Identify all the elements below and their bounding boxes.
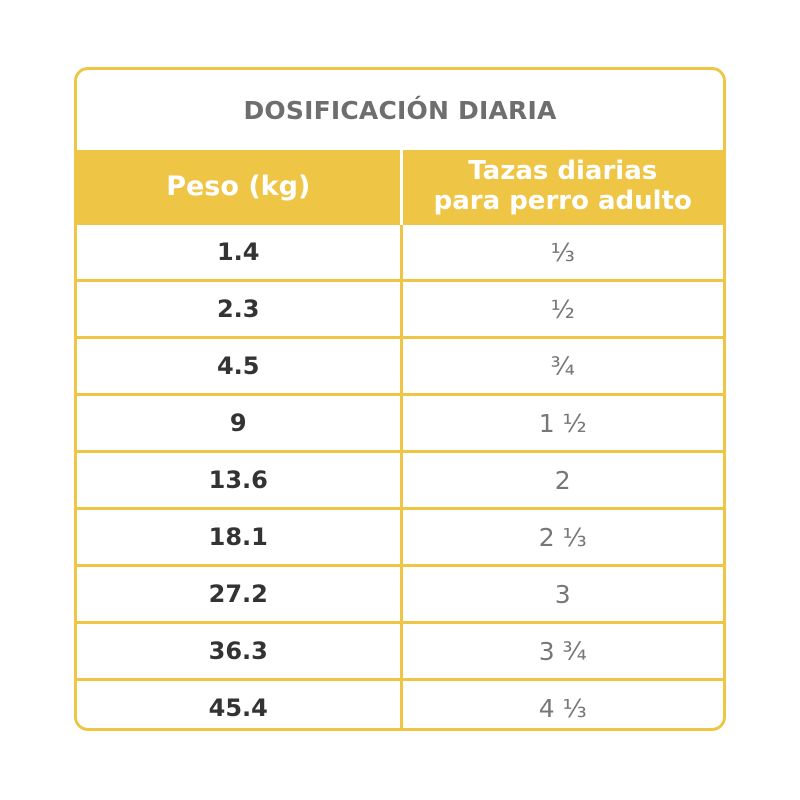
table-body: 1.4 ⅓ 2.3 ½ 4.5 ¾ 9 1 ½ 13.6 2 18.1 2 ⅓ (77, 222, 723, 728)
table-row: 9 1 ½ (77, 393, 723, 452)
header-row: Peso (kg) Tazas diarias para perro adult… (77, 150, 723, 224)
weight-cell: 1.4 (77, 222, 403, 281)
weight-cell: 36.3 (77, 621, 403, 680)
weight-cell: 2.3 (77, 279, 403, 338)
dosage-card: DOSIFICACIÓN DIARIA Peso (kg) Tazas diar… (74, 67, 726, 731)
table-row: 13.6 2 (77, 450, 723, 509)
header-cups: Tazas diarias para perro adulto (401, 150, 723, 224)
table-row: 1.4 ⅓ (77, 222, 723, 281)
cups-cell: 1 ½ (401, 393, 723, 452)
cups-cell: ⅓ (401, 222, 723, 281)
cups-cell: ¾ (401, 336, 723, 395)
weight-cell: 9 (77, 393, 403, 452)
cups-cell: 4 ⅓ (401, 678, 723, 728)
cups-cell: 3 ¾ (401, 621, 723, 680)
header-cups-line1: Tazas diarias (468, 156, 658, 186)
cups-cell: 3 (401, 564, 723, 623)
dosage-table: Peso (kg) Tazas diarias para perro adult… (77, 150, 723, 728)
weight-cell: 45.4 (77, 678, 403, 728)
weight-cell: 18.1 (77, 507, 403, 566)
cups-cell: 2 ⅓ (401, 507, 723, 566)
cups-cell: 2 (401, 450, 723, 509)
header-cups-line2: para perro adulto (433, 186, 692, 216)
table-row: 45.4 4 ⅓ (77, 678, 723, 728)
table-header: Peso (kg) Tazas diarias para perro adult… (77, 150, 723, 224)
table-row: 2.3 ½ (77, 279, 723, 338)
weight-cell: 13.6 (77, 450, 403, 509)
cups-cell: ½ (401, 279, 723, 338)
header-weight: Peso (kg) (77, 150, 403, 224)
table-title: DOSIFICACIÓN DIARIA (243, 95, 557, 125)
table-row: 4.5 ¾ (77, 336, 723, 395)
table-row: 36.3 3 ¾ (77, 621, 723, 680)
table-row: 18.1 2 ⅓ (77, 507, 723, 566)
table-row: 27.2 3 (77, 564, 723, 623)
weight-cell: 4.5 (77, 336, 403, 395)
weight-cell: 27.2 (77, 564, 403, 623)
